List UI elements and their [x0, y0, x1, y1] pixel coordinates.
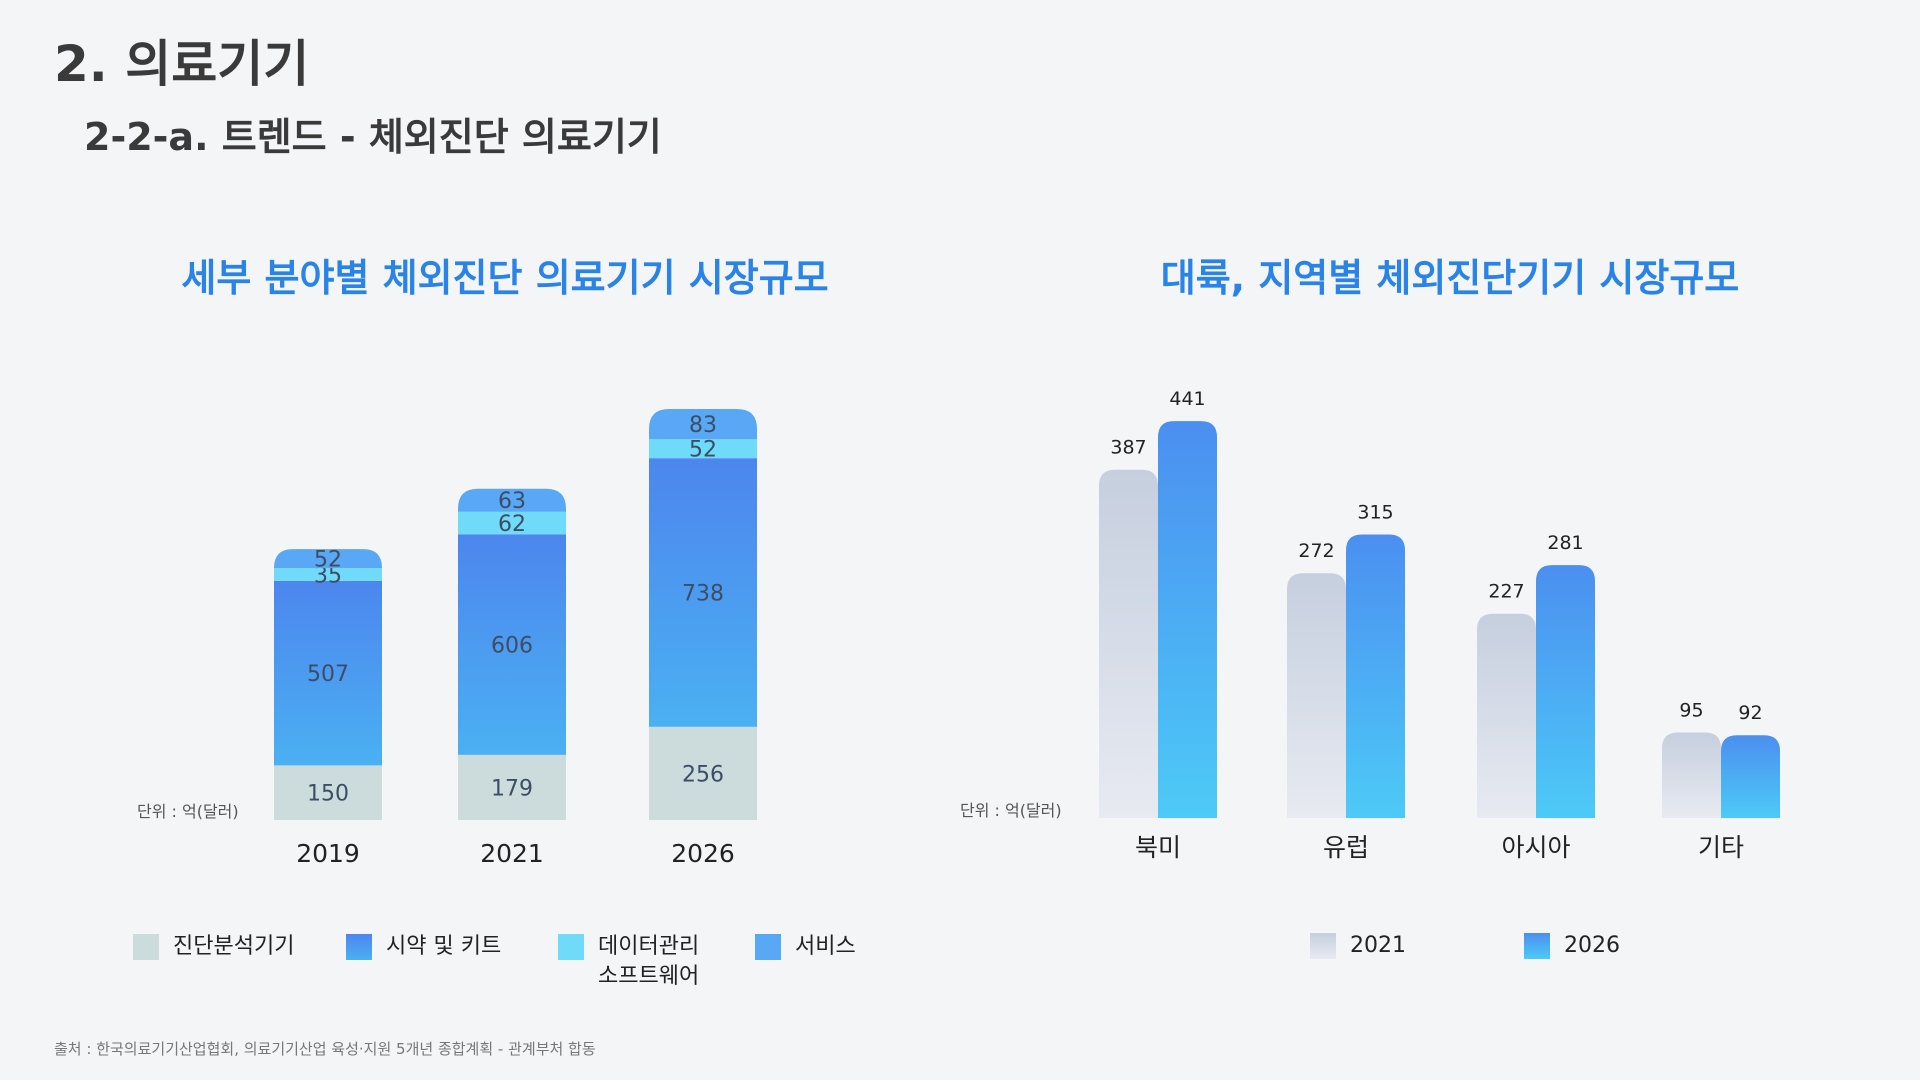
legend-swatch-diag — [133, 934, 159, 960]
value-label-2026-기타: 92 — [1738, 702, 1762, 724]
bar-2021-북미 — [1099, 469, 1158, 818]
chart2-unit-label: 단위 : 억(달러) — [960, 801, 1062, 820]
legend-item-service: 서비스 — [755, 934, 856, 962]
source-note: 출처 : 한국의료기기산업협회, 의료기기산업 육성·지원 5개년 종합계획 -… — [54, 1040, 596, 1058]
legend-label-2026: 2026 — [1564, 933, 1620, 958]
bar-segment-diag-2026 — [649, 726, 757, 820]
legend-swatch-service — [755, 934, 781, 960]
bar-segment-service-2026 — [649, 409, 757, 440]
seg-label-diag-2026: 256 — [682, 762, 724, 787]
chart2-title: 대륙, 지역별 체외진단기기 시장규모 — [1160, 256, 1740, 300]
page-title: 2. 의료기기 — [54, 35, 310, 93]
x-label-아시아: 아시아 — [1501, 833, 1570, 862]
bar-2021-유럽 — [1287, 573, 1346, 818]
seg-label-reagent-2019: 507 — [307, 662, 349, 687]
legend-swatch-2021 — [1310, 933, 1336, 959]
x-label-기타: 기타 — [1698, 833, 1744, 862]
seg-label-software-2021: 62 — [498, 512, 526, 537]
bar-2026-유럽 — [1346, 534, 1405, 818]
seg-label-service-2021: 63 — [498, 489, 526, 514]
bar-2026-기타 — [1721, 735, 1780, 818]
bar-2021-기타 — [1662, 732, 1721, 818]
legend-label-reagent: 시약 및 키트 — [386, 934, 502, 959]
seg-label-reagent-2021: 606 — [491, 634, 533, 659]
seg-label-software-2026: 52 — [689, 438, 717, 463]
bar-segment-reagent-2019 — [274, 580, 382, 766]
value-label-2021-기타: 95 — [1679, 700, 1703, 722]
bar-segment-reagent-2021 — [458, 534, 566, 755]
bar-segment-diag-2021 — [458, 754, 566, 820]
legend-label-software: 데이터관리 소프트웨어 — [598, 934, 700, 989]
legend-swatch-software — [558, 934, 584, 960]
bar-segment-software-2021 — [458, 511, 566, 535]
x-label-2019: 2019 — [296, 839, 360, 868]
value-label-2026-아시아: 281 — [1547, 532, 1583, 554]
bar-segment-service-2021 — [458, 488, 566, 512]
bar-segment-reagent-2026 — [649, 458, 757, 727]
legend-item-2026: 2026 — [1524, 933, 1620, 961]
seg-label-diag-2021: 179 — [491, 776, 533, 801]
seg-label-service-2026: 83 — [689, 413, 717, 438]
chart1-unit-label: 단위 : 억(달러) — [137, 802, 239, 821]
legend-swatch-2026 — [1524, 933, 1550, 959]
value-label-2021-유럽: 272 — [1298, 540, 1334, 562]
legend-label-2021: 2021 — [1350, 933, 1406, 958]
legend-item-reagent: 시약 및 키트 — [346, 934, 501, 962]
legend-item-diag: 진단분석기기 — [133, 934, 294, 962]
legend-item-software: 데이터관리 소프트웨어 — [558, 934, 699, 992]
legend-label-diag: 진단분석기기 — [173, 934, 295, 959]
value-label-2026-유럽: 315 — [1357, 502, 1393, 524]
bar-segment-software-2026 — [649, 439, 757, 459]
legend-label-service: 서비스 — [795, 934, 856, 959]
bar-segment-service-2019 — [274, 549, 382, 569]
bar-segment-diag-2019 — [274, 765, 382, 820]
chart2-plot: 387 441 북미 272 315 유럽 227 281 아시아 95 92 기타 — [1099, 388, 1780, 862]
bar-2021-아시아 — [1477, 613, 1536, 818]
value-label-2021-북미: 387 — [1110, 437, 1146, 459]
bar-2026-북미 — [1158, 421, 1217, 818]
page-subtitle: 2-2-a. 트렌드 - 체외진단 의료기기 — [84, 115, 662, 159]
value-label-2021-아시아: 227 — [1488, 581, 1524, 603]
seg-label-reagent-2026: 738 — [682, 582, 724, 607]
legend-item-2021: 2021 — [1310, 933, 1406, 961]
legend-swatch-reagent — [346, 934, 372, 960]
seg-label-service-2019: 52 — [314, 548, 342, 573]
x-label-유럽: 유럽 — [1323, 833, 1369, 862]
x-label-2026: 2026 — [671, 839, 735, 868]
chart1-title: 세부 분야별 체외진단 의료기기 시장규모 — [181, 256, 829, 300]
bar-segment-software-2019 — [274, 568, 382, 581]
bar-2026-아시아 — [1536, 565, 1595, 818]
x-label-2021: 2021 — [480, 839, 544, 868]
x-label-북미: 북미 — [1135, 833, 1181, 862]
value-label-2026-북미: 441 — [1169, 388, 1205, 410]
seg-label-diag-2019: 150 — [307, 782, 349, 807]
chart1-plot: 1505073552201917960662632021256738528320… — [274, 409, 757, 868]
